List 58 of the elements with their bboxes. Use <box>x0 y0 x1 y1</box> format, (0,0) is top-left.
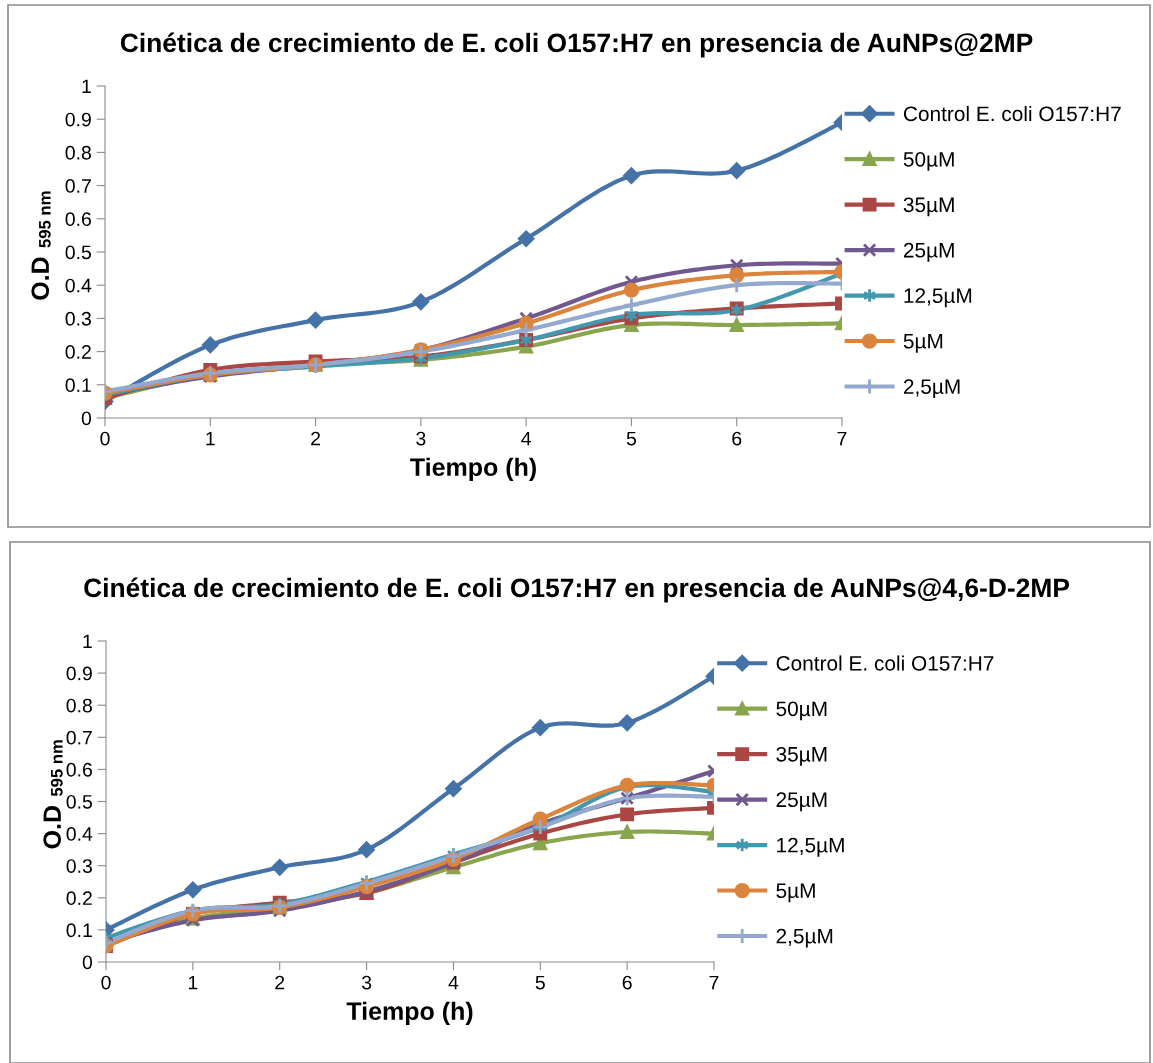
x-tick-label: 7 <box>709 975 719 990</box>
y-tick-label: 0.7 <box>66 730 92 745</box>
y-tick-label: 0.8 <box>66 698 92 713</box>
legend-label: 5µM <box>903 333 943 353</box>
legend-label: 25µM <box>903 242 954 262</box>
chart-title: Cinética de crecimiento de E. coli O157:H7 en presencia de AuNPs@2MP <box>120 32 1033 58</box>
x-tick-label: 4 <box>521 431 531 446</box>
y-tick-label: 0.3 <box>65 311 91 326</box>
x-tick-label: 6 <box>732 431 742 446</box>
x-tick-label: 1 <box>206 431 215 446</box>
legend-label: 35µM <box>903 197 954 217</box>
legend-label: Control E. coli O157:H7 <box>903 105 1121 122</box>
y-tick-label: 0.5 <box>66 794 92 809</box>
legend-label: 35µM <box>776 746 827 766</box>
y-tick-label: 0.1 <box>65 378 91 393</box>
y-tick-label: 0.6 <box>66 762 92 777</box>
y-tick-label: 0.5 <box>65 245 91 260</box>
chart-title: Cinética de crecimiento de E. coli O157:H7 en presencia de AuNPs@4,6-D-2MP <box>84 577 1070 603</box>
y-tick-label: 0.6 <box>65 212 91 227</box>
x-tick-label: 3 <box>361 975 372 990</box>
legend-label: 5µM <box>776 883 815 903</box>
x-tick-label: 5 <box>626 431 637 446</box>
y-tick-label: 0.9 <box>66 666 92 681</box>
y-tick-label: 0.4 <box>65 278 92 293</box>
x-axis-title: Tiempo (h) <box>346 1001 473 1025</box>
x-tick-label: 2 <box>275 975 285 990</box>
legend-label: 25µM <box>776 792 827 812</box>
legend-label: 50µM <box>903 151 954 171</box>
y-axis-title: O.D 595 nm <box>43 740 63 849</box>
y-tick-label: 0.3 <box>66 859 92 873</box>
x-tick-label: 2 <box>311 431 320 446</box>
legend-label: 2,5µM <box>903 379 960 399</box>
legend-label: 2,5µM <box>776 928 833 948</box>
y-tick-label: 1 <box>82 79 91 94</box>
legend-label: 12,5µM <box>777 837 844 857</box>
y-tick-label: 0 <box>82 955 93 970</box>
y-tick-label: 0.2 <box>66 891 92 906</box>
x-axis-title: Tiempo (h) <box>410 457 536 481</box>
y-tick-label: 0.9 <box>65 112 91 127</box>
legend-label: 12,5µM <box>904 288 972 308</box>
legend-label: 50µM <box>776 701 827 721</box>
y-tick-label: 0.2 <box>65 345 91 359</box>
y-axis-title: O.D 595 nm <box>31 191 51 300</box>
y-tick-label: 1 <box>83 634 92 649</box>
x-tick-label: 1 <box>188 975 198 990</box>
x-tick-label: 0 <box>100 431 110 446</box>
y-tick-label: 0.1 <box>66 923 92 938</box>
y-tick-label: 0.8 <box>65 145 91 160</box>
x-tick-label: 4 <box>448 975 459 990</box>
y-tick-label: 0.4 <box>66 827 93 841</box>
y-tick-label: 0 <box>81 411 92 426</box>
x-tick-label: 6 <box>622 975 632 990</box>
x-tick-label: 0 <box>101 975 111 990</box>
x-tick-label: 5 <box>535 975 545 990</box>
x-tick-label: 7 <box>837 431 847 446</box>
y-tick-label: 0.7 <box>65 179 91 193</box>
legend-label: Control E. coli O157:H7 <box>776 655 994 671</box>
x-tick-label: 3 <box>416 431 426 446</box>
